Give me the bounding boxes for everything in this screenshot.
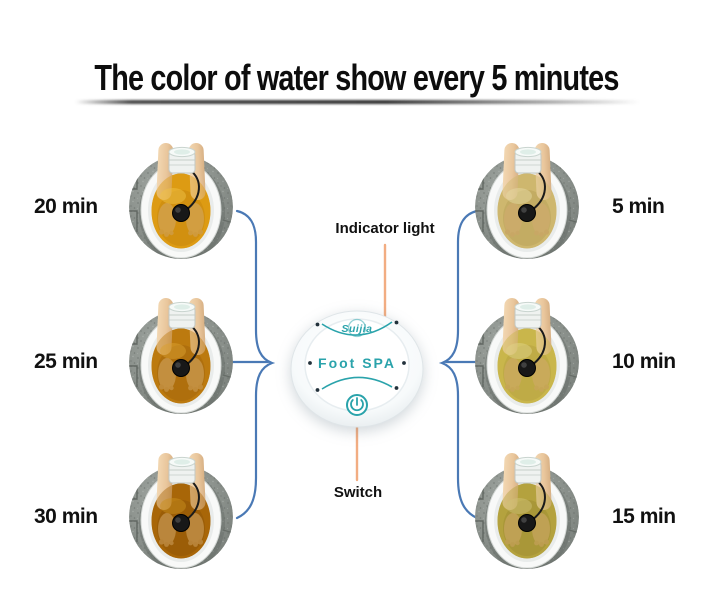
time-label: 30 min — [34, 505, 98, 528]
foot-spa-photo — [129, 143, 233, 259]
water-highlight — [506, 498, 532, 514]
brand-logo-swoosh — [347, 318, 367, 338]
time-label: 25 min — [34, 350, 98, 373]
ionizer-array-cylinder — [168, 456, 196, 484]
feet — [504, 358, 550, 392]
feet — [158, 358, 204, 392]
power-button — [346, 394, 368, 416]
device-led-dot — [308, 361, 312, 365]
tile-groove — [222, 219, 233, 225]
foot-spa-photo — [129, 453, 233, 569]
water-highlight — [160, 188, 186, 204]
indicator-light-label: Indicator light — [335, 220, 435, 237]
ionizer-disc — [172, 359, 190, 377]
time-label: 10 min — [612, 350, 676, 373]
device-led-dot — [402, 361, 406, 365]
device-upper-arc — [321, 321, 393, 336]
footspa-label: Foot SPA — [318, 355, 396, 371]
foot-spa-photo — [475, 298, 579, 414]
water-highlight — [506, 188, 532, 204]
device-lower-arc — [321, 376, 393, 390]
tile-groove — [568, 374, 579, 380]
spa-figure-20-min: 20 min — [34, 110, 256, 280]
feet — [504, 203, 550, 237]
water-highlight — [160, 343, 186, 359]
ionizer-array-cylinder — [514, 146, 542, 174]
device-led-dot — [315, 388, 320, 392]
tile-groove — [129, 476, 138, 542]
time-label: 5 min — [612, 195, 665, 218]
switch-label: Switch — [333, 484, 383, 501]
connector-right-brace — [438, 209, 479, 520]
feet — [504, 513, 550, 547]
ionizer-array-cylinder — [168, 301, 196, 329]
foot-spa-photo — [475, 143, 579, 259]
spa-figure-5-min: 5 min — [452, 110, 665, 280]
tile-groove — [475, 321, 484, 387]
foot-spa-photo — [475, 453, 579, 569]
time-label: 15 min — [612, 505, 676, 528]
spa-figure-15-min: 15 min — [452, 420, 676, 590]
device-led-dot — [394, 320, 399, 325]
spa-figure-30-min: 30 min — [34, 420, 256, 590]
spa-figure-10-min: 10 min — [452, 265, 676, 435]
power-icon — [350, 399, 364, 412]
foot-spa-photo — [129, 298, 233, 414]
connector-left-brace — [235, 209, 276, 520]
ionizer-disc — [172, 514, 190, 532]
title-underline — [75, 100, 640, 104]
ionizer-disc — [518, 514, 536, 532]
tile-groove — [568, 219, 579, 225]
feet — [158, 513, 204, 547]
page-title: The color of water show every 5 minutes — [94, 57, 619, 98]
tile-groove — [222, 529, 233, 535]
tile-groove — [475, 476, 484, 542]
water-highlight — [160, 498, 186, 514]
water-highlight — [506, 343, 532, 359]
ionizer-array-cylinder — [168, 146, 196, 174]
ionizer-array-cylinder — [514, 456, 542, 484]
tile-groove — [129, 166, 138, 232]
tile-groove — [475, 166, 484, 232]
brand-logo: Suijia — [341, 323, 372, 335]
time-label: 20 min — [34, 195, 98, 218]
ionizer-disc — [518, 204, 536, 222]
spa-figure-25-min: 25 min — [34, 265, 256, 435]
footspa-device-graphic: Suijia Foot SPA — [290, 310, 424, 428]
tile-groove — [129, 321, 138, 387]
tile-groove — [568, 529, 579, 535]
ionizer-disc — [172, 204, 190, 222]
device-led-dot — [315, 322, 320, 327]
tile-groove — [222, 374, 233, 380]
device-led-dot — [394, 386, 399, 390]
ionizer-disc — [518, 359, 536, 377]
ionizer-array-cylinder — [514, 301, 542, 329]
footspa-device: Suijia Foot SPA — [272, 295, 442, 445]
feet — [158, 203, 204, 237]
